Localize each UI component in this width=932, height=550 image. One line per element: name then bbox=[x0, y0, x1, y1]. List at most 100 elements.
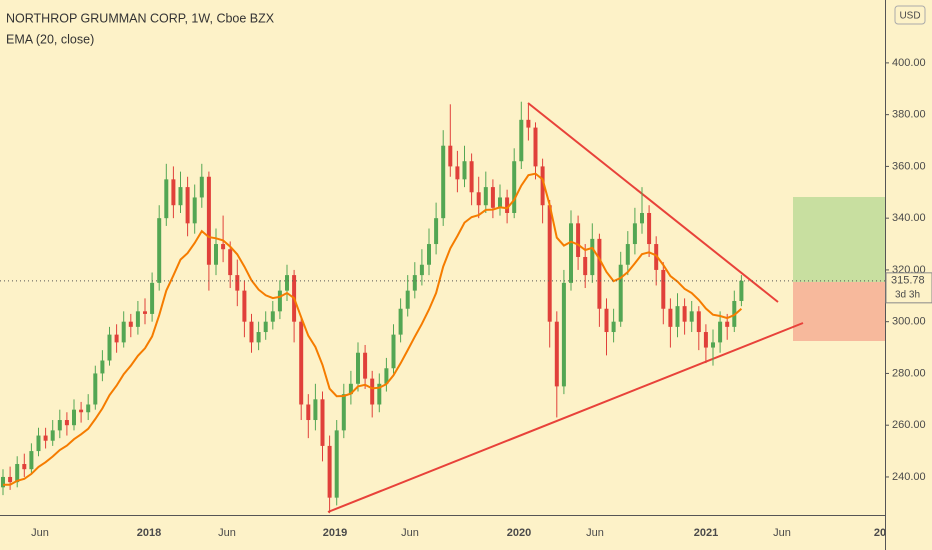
lower-trendline bbox=[327, 322, 804, 513]
candle-body bbox=[299, 321, 304, 405]
y-tick-label: 240.00 bbox=[892, 471, 926, 483]
loss-zone bbox=[793, 282, 885, 341]
candle-body bbox=[583, 256, 588, 276]
candle-body bbox=[185, 187, 190, 224]
candle-body bbox=[533, 127, 538, 167]
candle-body bbox=[455, 166, 460, 180]
candle-body bbox=[320, 399, 325, 446]
candle-body bbox=[483, 187, 488, 206]
candle-body bbox=[72, 409, 76, 426]
candle-body bbox=[604, 308, 609, 333]
currency-label: USD bbox=[899, 11, 920, 22]
x-tick-label: Jun bbox=[773, 527, 791, 539]
candle-body bbox=[22, 464, 27, 470]
candle-body bbox=[249, 321, 254, 343]
candle-body bbox=[647, 212, 652, 245]
y-tick-label: 380.00 bbox=[892, 109, 926, 121]
candle-body bbox=[391, 334, 396, 369]
x-tick-label: Jun bbox=[586, 527, 604, 539]
candle-body bbox=[711, 342, 715, 348]
y-tick-label: 360.00 bbox=[892, 160, 926, 172]
last-price-box bbox=[885, 272, 932, 304]
profit-zone bbox=[793, 197, 885, 282]
candle-body bbox=[618, 264, 623, 322]
candle-body bbox=[235, 275, 240, 291]
candle-body bbox=[561, 282, 566, 387]
candle-body bbox=[519, 119, 524, 162]
candle-body bbox=[405, 290, 410, 309]
candle-body bbox=[462, 161, 467, 180]
candle-body bbox=[228, 249, 233, 276]
candle-body bbox=[554, 321, 559, 387]
candle-body bbox=[419, 264, 424, 276]
candle-body bbox=[178, 187, 183, 206]
candle-body bbox=[242, 290, 247, 322]
ema-line bbox=[3, 172, 743, 486]
candle-body bbox=[221, 244, 226, 250]
candle-body bbox=[725, 321, 730, 327]
candle-body bbox=[192, 197, 197, 224]
candle-body bbox=[79, 409, 84, 413]
candle-body bbox=[441, 145, 446, 219]
x-tick-label: 2018 bbox=[137, 527, 161, 539]
y-tick-label: 400.00 bbox=[892, 57, 926, 69]
candle-body bbox=[661, 269, 666, 309]
candle-body bbox=[199, 176, 204, 198]
candle-body bbox=[597, 238, 602, 309]
candle-body bbox=[327, 445, 332, 498]
candle-body bbox=[590, 238, 595, 276]
candle-body bbox=[427, 244, 431, 265]
x-tick-label: Jun bbox=[401, 527, 419, 539]
candle-body bbox=[363, 352, 368, 379]
candle-body bbox=[157, 218, 162, 283]
candle-body bbox=[206, 176, 211, 265]
candle-body bbox=[356, 352, 360, 384]
upper-trendline bbox=[527, 102, 779, 303]
y-tick-label: 280.00 bbox=[892, 367, 926, 379]
x-tick-label: Jun bbox=[218, 527, 236, 539]
candle-body bbox=[490, 187, 495, 208]
candle-body bbox=[412, 275, 417, 291]
candle-body bbox=[377, 383, 382, 405]
y-tick-label: 300.00 bbox=[892, 316, 926, 328]
candle-body bbox=[143, 311, 147, 314]
candle-body bbox=[668, 308, 673, 327]
x-tick-label: 2020 bbox=[507, 527, 531, 539]
x-tick-label: Jun bbox=[31, 527, 49, 539]
candle-body bbox=[313, 399, 318, 421]
candle-body bbox=[384, 368, 389, 384]
candle-body bbox=[469, 161, 474, 193]
candle-body bbox=[696, 311, 701, 333]
candle-body bbox=[718, 321, 723, 343]
candle-body bbox=[1, 476, 5, 488]
candle-body bbox=[348, 383, 353, 395]
candle-body bbox=[370, 378, 375, 405]
y-tick-label: 260.00 bbox=[892, 419, 926, 431]
currency-badge[interactable] bbox=[894, 5, 926, 25]
candle-body bbox=[277, 290, 282, 312]
candle-body bbox=[703, 332, 708, 348]
candle-body bbox=[341, 394, 346, 431]
candle-body bbox=[285, 275, 289, 291]
candle-body bbox=[121, 321, 126, 343]
candle-body bbox=[625, 244, 630, 265]
candle-body bbox=[86, 404, 91, 413]
candle-body bbox=[150, 282, 155, 314]
candle-body bbox=[689, 311, 694, 322]
candle-body bbox=[505, 197, 510, 213]
candle-body bbox=[270, 311, 275, 322]
candle-body bbox=[29, 451, 34, 470]
candle-body bbox=[547, 205, 552, 322]
candle-body bbox=[135, 311, 140, 327]
last-price-label: 315.78 bbox=[891, 275, 925, 287]
candle-body bbox=[100, 360, 105, 374]
candle-body bbox=[675, 306, 680, 327]
drawings bbox=[327, 102, 885, 513]
candles bbox=[1, 101, 744, 514]
candle-body bbox=[15, 464, 20, 483]
candle-body bbox=[8, 476, 13, 483]
indicator-label: EMA (20, close) bbox=[6, 32, 94, 46]
candle-body bbox=[263, 321, 268, 333]
y-tick-label: 340.00 bbox=[892, 212, 926, 224]
